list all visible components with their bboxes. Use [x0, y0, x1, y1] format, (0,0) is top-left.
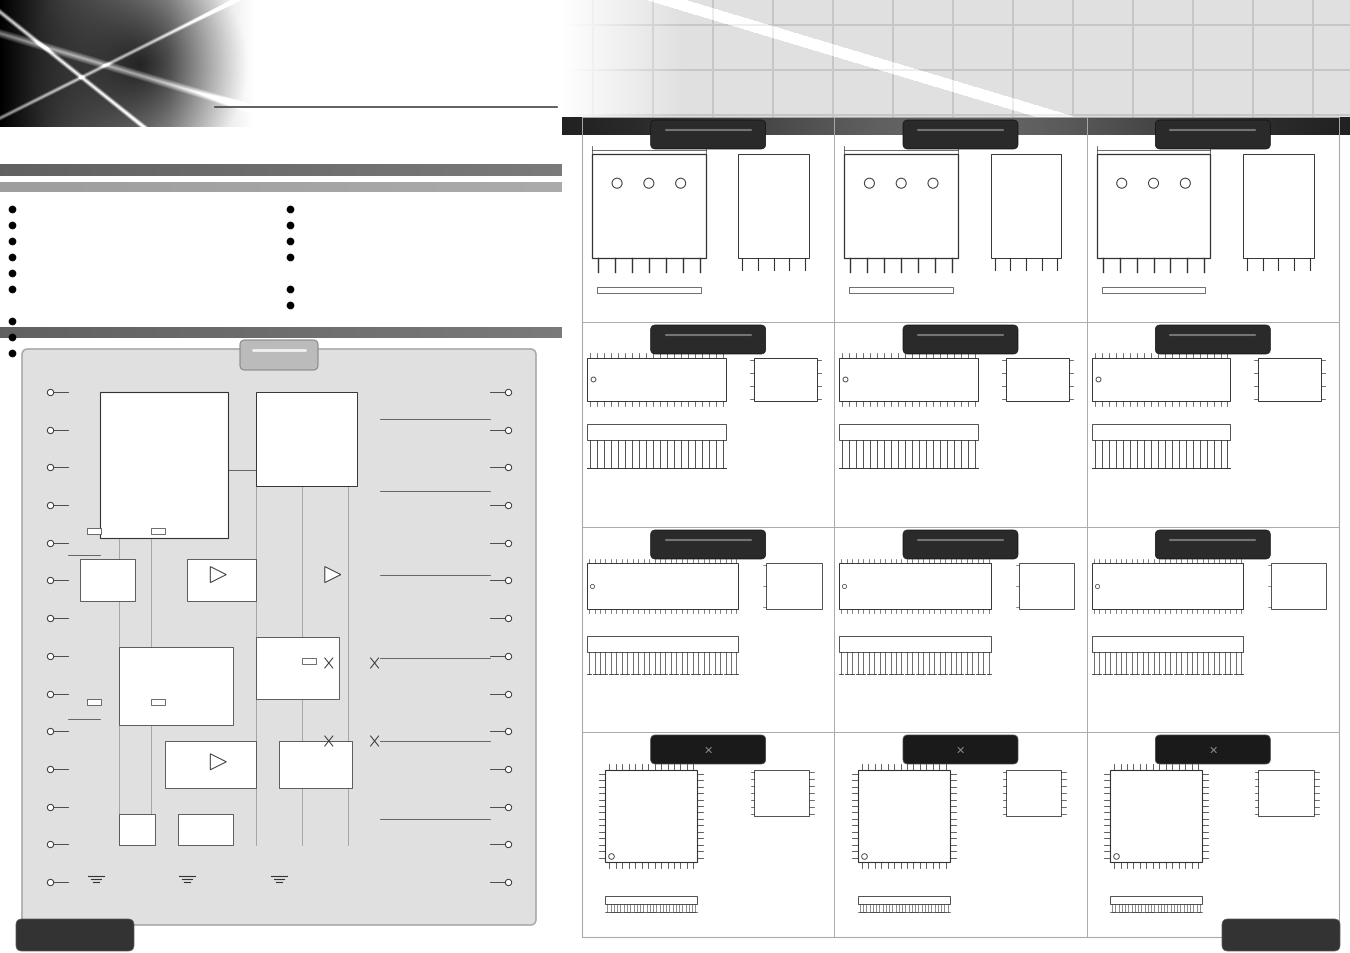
FancyBboxPatch shape [651, 735, 765, 764]
Bar [738, 155, 809, 259]
Bar [188, 559, 256, 601]
FancyBboxPatch shape [651, 531, 765, 559]
Bar [1006, 358, 1069, 401]
Bar [1018, 563, 1075, 609]
Polygon shape [211, 567, 227, 583]
Bar [1102, 288, 1206, 294]
Bar [1006, 770, 1061, 816]
FancyBboxPatch shape [903, 531, 1018, 559]
Circle shape [896, 179, 906, 189]
Bar [753, 358, 817, 401]
Text: ✕: ✕ [703, 744, 713, 755]
Bar [1110, 896, 1202, 903]
Bar [840, 425, 979, 440]
Text: ✕: ✕ [956, 744, 965, 755]
Circle shape [864, 179, 875, 189]
Bar [849, 288, 953, 294]
Circle shape [1116, 179, 1127, 189]
FancyBboxPatch shape [1156, 121, 1270, 150]
Polygon shape [211, 754, 227, 770]
Bar [1270, 563, 1327, 609]
Bar [1110, 770, 1202, 862]
Bar [840, 563, 991, 609]
Bar [857, 896, 949, 903]
FancyBboxPatch shape [240, 340, 319, 371]
FancyBboxPatch shape [1222, 919, 1341, 951]
FancyBboxPatch shape [22, 350, 536, 925]
Bar [302, 659, 316, 664]
Bar [845, 155, 958, 259]
FancyBboxPatch shape [903, 121, 1018, 150]
FancyBboxPatch shape [1156, 326, 1270, 355]
Bar [80, 559, 135, 601]
FancyBboxPatch shape [651, 121, 765, 150]
Bar [753, 770, 809, 816]
Bar [593, 155, 706, 259]
Bar [1258, 358, 1322, 401]
Bar [151, 528, 165, 535]
Circle shape [1180, 179, 1191, 189]
Bar [100, 393, 228, 538]
Polygon shape [325, 567, 340, 583]
Bar [256, 393, 356, 486]
Bar [1096, 155, 1211, 259]
Bar [256, 638, 339, 700]
Circle shape [927, 179, 938, 189]
FancyBboxPatch shape [1156, 531, 1270, 559]
Bar [165, 741, 256, 788]
Bar [587, 637, 738, 653]
Circle shape [675, 179, 686, 189]
Bar [582, 118, 1339, 937]
FancyBboxPatch shape [903, 735, 1018, 764]
Circle shape [612, 179, 622, 189]
Bar [86, 700, 101, 705]
Bar [119, 814, 155, 845]
Bar [1092, 637, 1243, 653]
Bar [279, 741, 352, 788]
Bar [86, 528, 101, 535]
FancyBboxPatch shape [651, 326, 765, 355]
FancyBboxPatch shape [16, 919, 134, 951]
Circle shape [644, 179, 653, 189]
Bar [587, 358, 726, 401]
FancyBboxPatch shape [903, 326, 1018, 355]
Bar [840, 637, 991, 653]
Bar [606, 896, 698, 903]
Bar [178, 814, 234, 845]
Bar [1092, 358, 1230, 401]
Bar [587, 425, 726, 440]
Bar [597, 288, 701, 294]
Bar [857, 770, 949, 862]
FancyBboxPatch shape [1156, 735, 1270, 764]
Bar [606, 770, 698, 862]
Bar [1258, 770, 1314, 816]
Bar [1243, 155, 1314, 259]
Bar [1092, 425, 1230, 440]
Bar [840, 358, 979, 401]
Bar [151, 700, 165, 705]
Text: ✕: ✕ [1208, 744, 1218, 755]
Circle shape [1149, 179, 1158, 189]
Bar [1092, 563, 1243, 609]
Bar [119, 648, 234, 725]
Bar [991, 155, 1061, 259]
Bar [587, 563, 738, 609]
Bar [767, 563, 822, 609]
